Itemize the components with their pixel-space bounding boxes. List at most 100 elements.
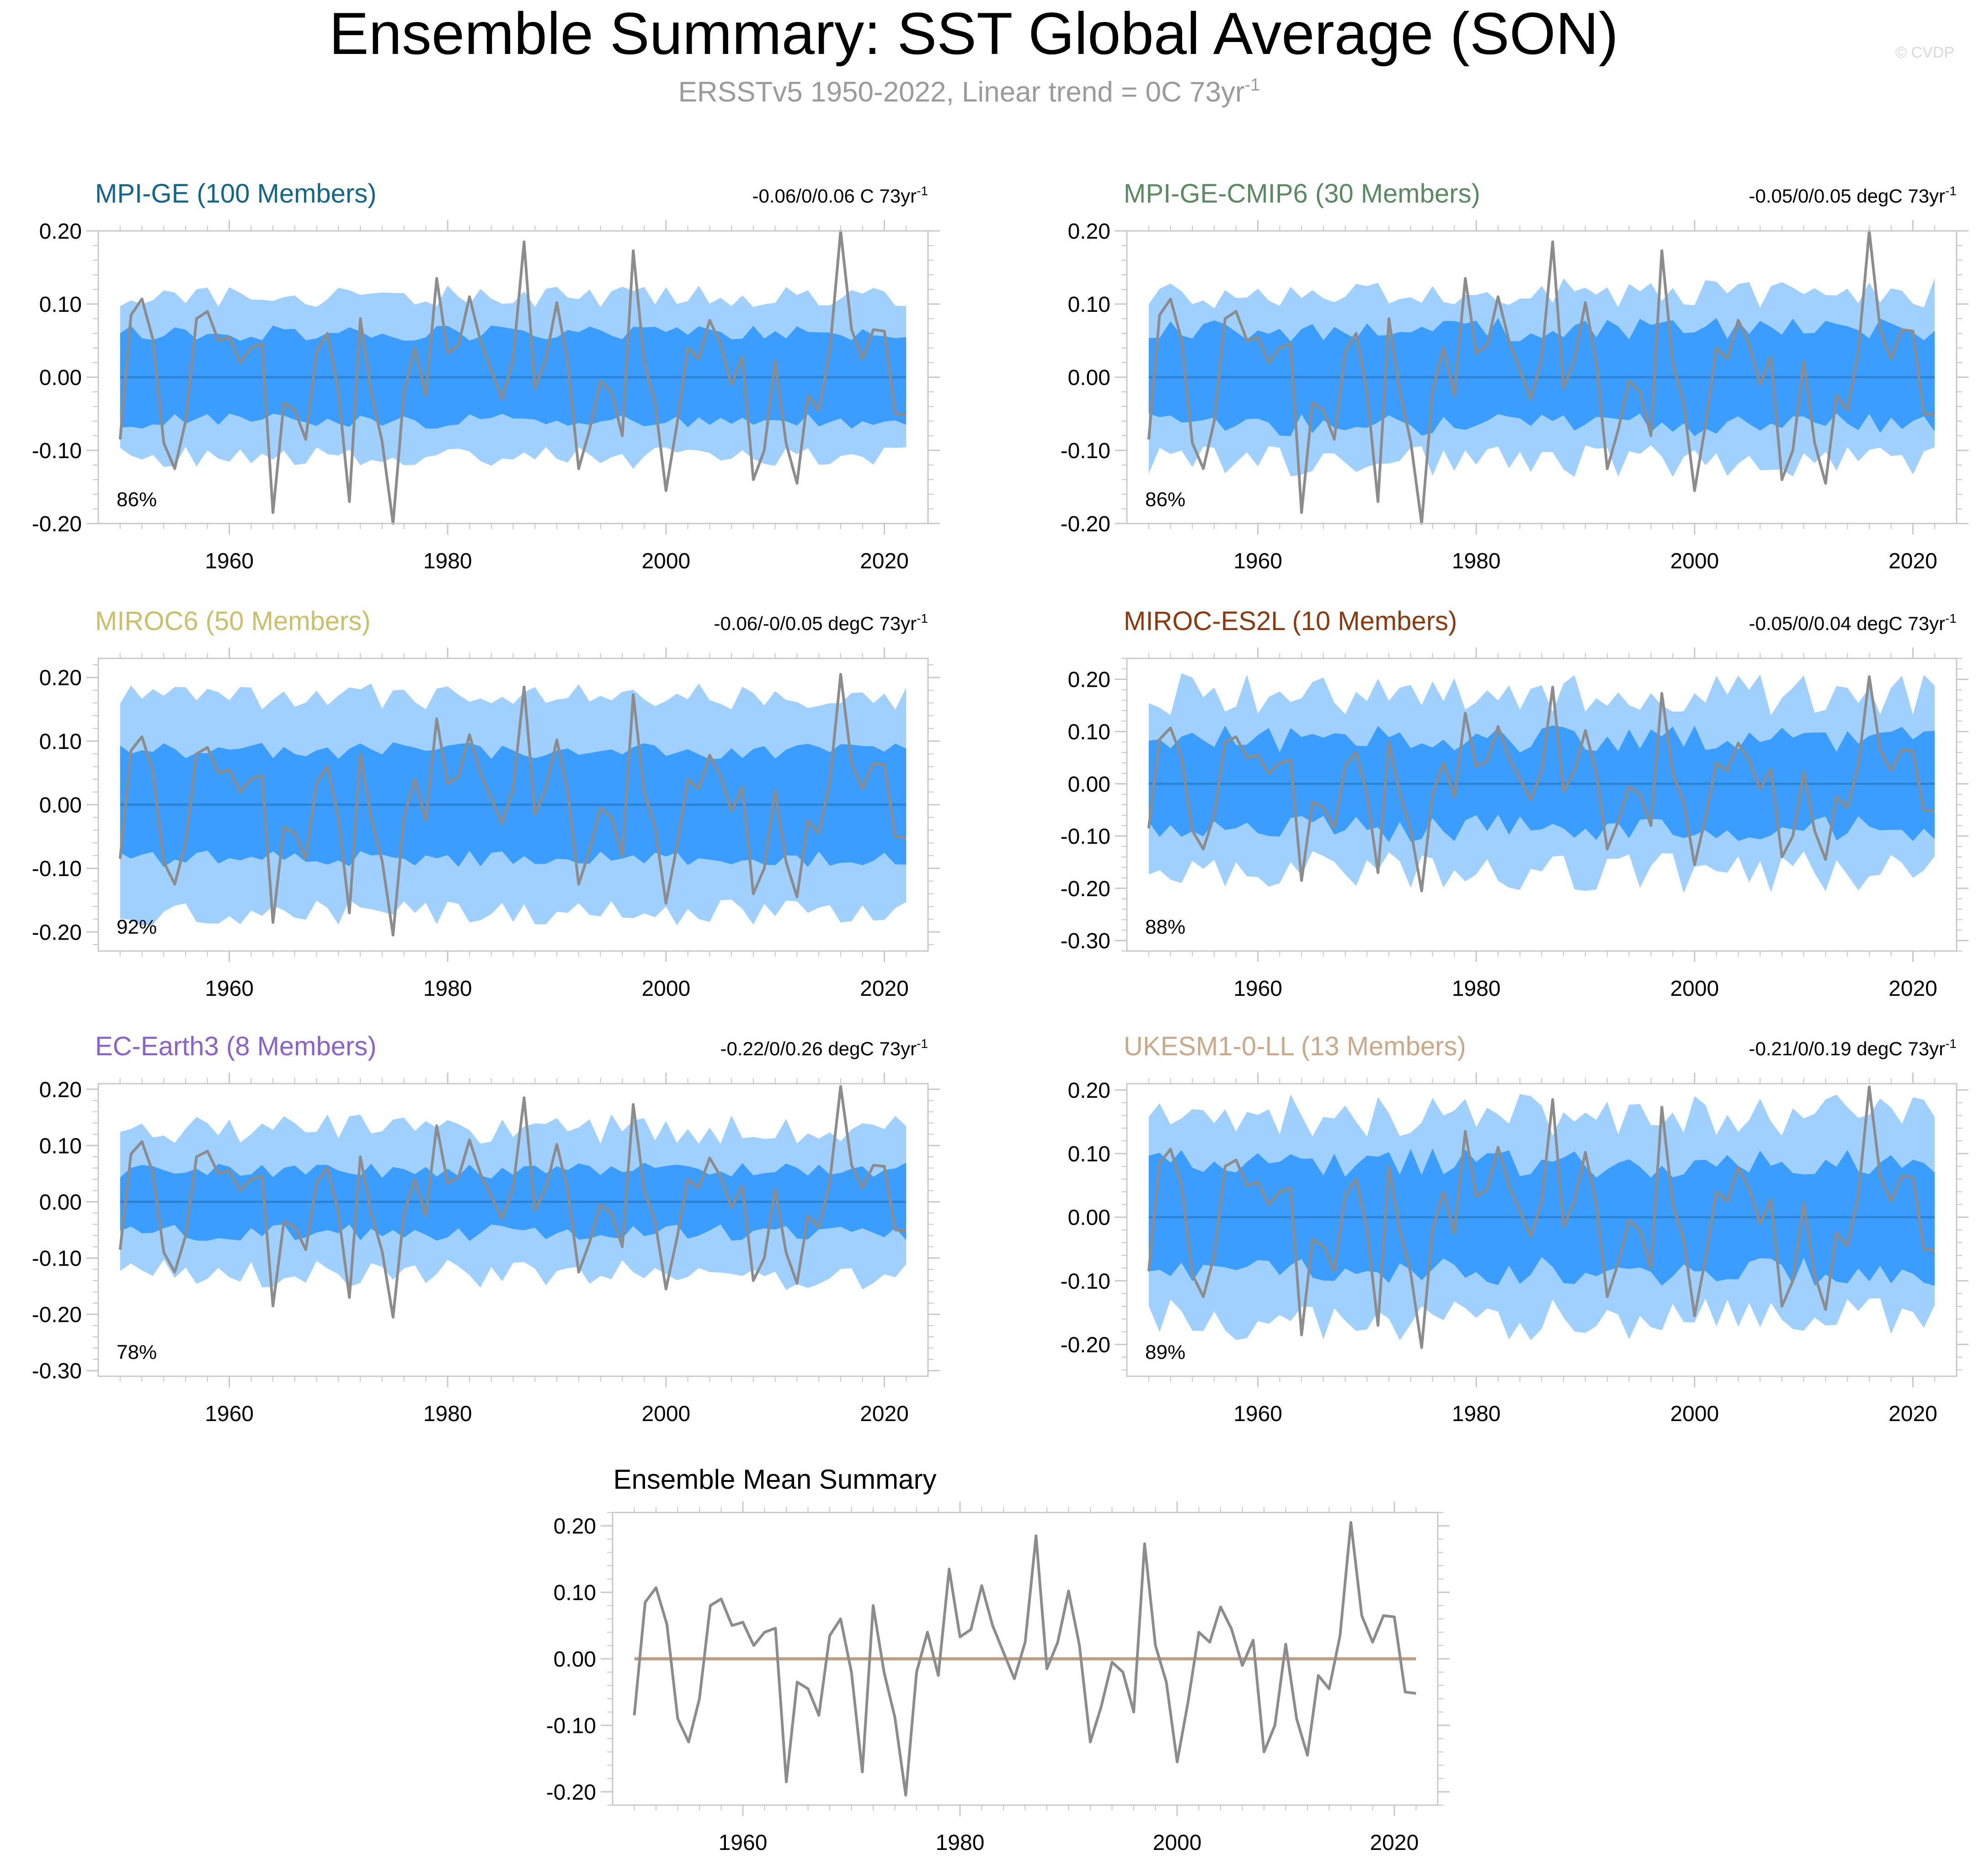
panel-5-y-tick-label: 0.20 [39,1078,82,1102]
summary-y-tick-label: -0.10 [546,1714,596,1738]
panel-4-percent-label: 88% [1145,916,1185,938]
summary-x-tick-label: 1980 [936,1831,985,1855]
panel-5-x-tick-label: 1960 [205,1402,254,1426]
panel-6-y-tick-label: -0.10 [1061,1269,1110,1293]
panel-6-trend-text: -0.21/0/0.19 degC 73yr [1749,1038,1945,1059]
panel-3-y-tick-label: -0.10 [32,857,82,881]
panel-5-y-tick-label: -0.10 [32,1247,82,1271]
panel-2-x-tick-label: 2020 [1888,549,1937,573]
page-title: Ensemble Summary: SST Global Average (SO… [329,0,1618,67]
subtitle-main: ERSSTv5 1950-2022, Linear trend = 0C 73y… [678,76,1245,108]
panel-2-x-tick-label: 2000 [1670,549,1719,573]
panel-2-y-tick-label: 0.20 [1068,219,1110,244]
panel-5: -0.30 -0.20 -0.10 0.00 0.10 0.20 1960 1980 2000 2… [32,1032,940,1426]
panel-6-y-tick-label: -0.20 [1061,1333,1110,1357]
panel-1-trend-text: -0.06/0/0.06 C 73yr [752,185,917,207]
panel-6-percent-label: 89% [1145,1341,1185,1363]
panel-1-y-tick-label: -0.20 [32,512,82,536]
panel-5-trend-label: -0.22/0/0.26 degC 73yr-1 [720,1037,928,1059]
watermark: © CVDP [1895,44,1954,61]
panel-6-y-tick-label: 0.00 [1068,1206,1110,1230]
panel-4-observation-line [1147,675,1935,893]
panel-1-title: MPI-GE (100 Members) [95,179,377,208]
panel-1-x-tick-label: 1960 [205,549,254,573]
panel-3-x-tick-label: 2000 [641,977,690,1001]
panel-5-x-tick-label: 2020 [860,1402,909,1426]
panel-2-y-tick-label: 0.10 [1068,293,1110,317]
page-subtitle: ERSSTv5 1950-2022, Linear trend = 0C 73y… [678,75,1260,108]
panel-1-x-tick-label: 2020 [860,549,909,573]
panels: -0.20 -0.10 0.00 0.10 0.20 1960 1980 2000 2020 MP… [32,179,1968,1426]
panel-4-y-tick-label: -0.30 [1061,929,1110,953]
panel-2-x-tick-label: 1960 [1233,549,1282,573]
panel-1-y-tick-label: 0.10 [39,293,82,317]
panel-6-x-tick-label: 2020 [1888,1402,1937,1426]
panel-3-y-tick-label: -0.20 [32,920,82,945]
panel-2-observation-line [1147,230,1935,525]
panel-5-y-tick-label: -0.20 [32,1303,82,1327]
panel-2-title: MPI-GE-CMIP6 (30 Members) [1124,179,1480,208]
panel-5-y-tick-label: 0.10 [39,1134,82,1158]
panel-4-x-tick-label: 2000 [1670,977,1719,1001]
summary-observation-line [633,1521,1416,1797]
panel-3-y-tick-label: 0.20 [39,666,82,690]
panel-3-title: MIROC6 (50 Members) [95,606,371,636]
panel-2: -0.20 -0.10 0.00 0.10 0.20 1960 1980 2000 2020 MP… [1061,179,1968,573]
panel-1-y-tick-label: 0.20 [39,219,82,244]
panel-2-y-tick-label: 0.00 [1068,366,1110,390]
panel-4-y-tick-label: 0.20 [1068,668,1110,692]
panel-5-x-tick-label: 2000 [641,1402,690,1426]
summary-y-tick-label: 0.00 [554,1647,596,1672]
panel-3-observation-line [118,673,907,937]
summary-title: Ensemble Mean Summary [613,1464,937,1495]
panel-4-x-tick-label: 1960 [1233,977,1282,1001]
panel-4-trend-label: -0.05/0/0.04 degC 73yr-1 [1749,611,1957,634]
panel-3-trend-superscript: -1 [917,611,928,625]
panel-4-trend-superscript: -1 [1945,611,1957,625]
panel-3-y-tick-label: 0.10 [39,730,82,754]
panel-5-trend-text: -0.22/0/0.26 degC 73yr [720,1038,917,1059]
panel-3: -0.20 -0.10 0.00 0.10 0.20 1960 1980 2000 2020 MI… [32,606,940,1001]
panel-6-x-tick-label: 1980 [1452,1402,1501,1426]
panel-4-y-tick-label: 0.10 [1068,720,1110,744]
panel-3-y-tick-label: 0.00 [39,793,82,818]
panel-4-x-tick-label: 1980 [1452,977,1501,1001]
panel-3-x-tick-label: 1960 [205,977,254,1001]
ensemble-mean-summary: Ensemble Mean Summary -0.20 -0.10 0.00 0.10 0… [546,1464,1450,1855]
summary-x-tick-label: 2020 [1370,1831,1419,1855]
panel-5-observation-line [118,1085,907,1319]
panel-4: -0.30 -0.20 -0.10 0.00 0.10 0.20 1960 1980 2000 2… [1061,606,1968,1001]
panel-6-title: UKESM1-0-LL (13 Members) [1124,1032,1466,1061]
panel-2-y-tick-label: -0.20 [1061,512,1110,536]
panel-3-percent-label: 92% [117,916,157,938]
panel-1-y-tick-label: -0.10 [32,439,82,463]
panel-1: -0.20 -0.10 0.00 0.10 0.20 1960 1980 2000 2020 MP… [32,179,940,573]
panel-5-title: EC-Earth3 (8 Members) [95,1032,377,1061]
panel-6-y-tick-label: 0.20 [1068,1079,1110,1103]
panel-6-x-tick-label: 2000 [1670,1402,1719,1426]
panel-2-trend-label: -0.05/0/0.05 degC 73yr-1 [1749,184,1957,207]
panel-6: -0.20 -0.10 0.00 0.10 0.20 1960 1980 2000 2020 UK… [1061,1032,1968,1426]
panel-1-percent-label: 86% [117,488,157,511]
panel-3-x-tick-label: 2020 [860,977,909,1001]
panel-6-y-tick-label: 0.10 [1068,1142,1110,1166]
panel-4-y-tick-label: -0.20 [1061,877,1110,901]
panel-1-x-tick-label: 2000 [641,549,690,573]
panel-5-x-tick-label: 1980 [423,1402,472,1426]
summary-x-tick-label: 1960 [719,1831,768,1855]
panel-1-y-tick-label: 0.00 [39,366,82,390]
panel-2-trend-text: -0.05/0/0.05 degC 73yr [1749,185,1945,207]
panel-4-x-tick-label: 2020 [1888,977,1937,1001]
summary-x-tick-label: 2000 [1153,1831,1202,1855]
panel-1-trend-label: -0.06/0/0.06 C 73yr-1 [752,184,928,207]
panel-6-trend-superscript: -1 [1945,1037,1957,1051]
panel-5-y-tick-label: -0.30 [32,1359,82,1384]
panel-5-trend-superscript: -1 [917,1037,928,1051]
panel-6-trend-label: -0.21/0/0.19 degC 73yr-1 [1749,1037,1957,1059]
summary-y-tick-label: 0.20 [554,1514,596,1539]
panel-1-x-tick-label: 1980 [423,549,472,573]
panel-5-percent-label: 78% [117,1341,157,1363]
panel-4-y-tick-label: 0.00 [1068,772,1110,796]
panel-2-trend-superscript: -1 [1945,184,1957,198]
